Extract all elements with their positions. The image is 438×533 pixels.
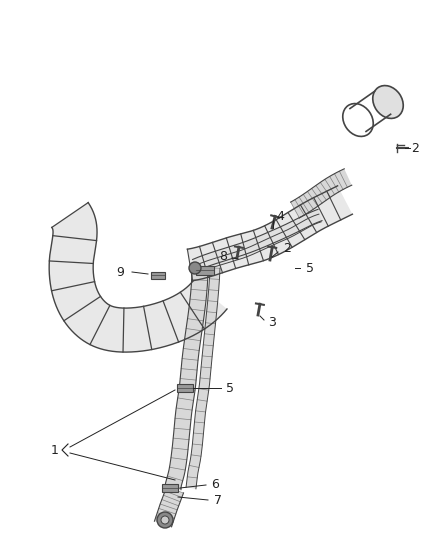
Bar (162, 484, 178, 492)
Bar (177, 384, 193, 392)
Polygon shape (186, 268, 220, 489)
Text: 7: 7 (214, 494, 222, 506)
Text: 3: 3 (268, 317, 276, 329)
Polygon shape (193, 209, 322, 270)
Text: 4: 4 (276, 209, 284, 222)
Text: 9: 9 (116, 265, 124, 279)
Polygon shape (155, 487, 184, 527)
Polygon shape (165, 270, 208, 490)
Text: 1: 1 (51, 443, 59, 456)
Text: 6: 6 (211, 479, 219, 491)
Text: 2: 2 (283, 241, 291, 254)
Text: 2: 2 (411, 141, 419, 155)
Text: 8: 8 (219, 251, 227, 263)
Polygon shape (291, 169, 352, 218)
Polygon shape (49, 203, 227, 352)
Circle shape (157, 512, 173, 528)
Polygon shape (187, 186, 353, 281)
Text: 5: 5 (226, 382, 234, 394)
Bar (151, 272, 165, 279)
Circle shape (161, 516, 169, 524)
Ellipse shape (373, 86, 403, 118)
Bar (196, 266, 214, 275)
Text: 5: 5 (306, 262, 314, 274)
Polygon shape (193, 214, 321, 273)
Circle shape (189, 262, 201, 274)
